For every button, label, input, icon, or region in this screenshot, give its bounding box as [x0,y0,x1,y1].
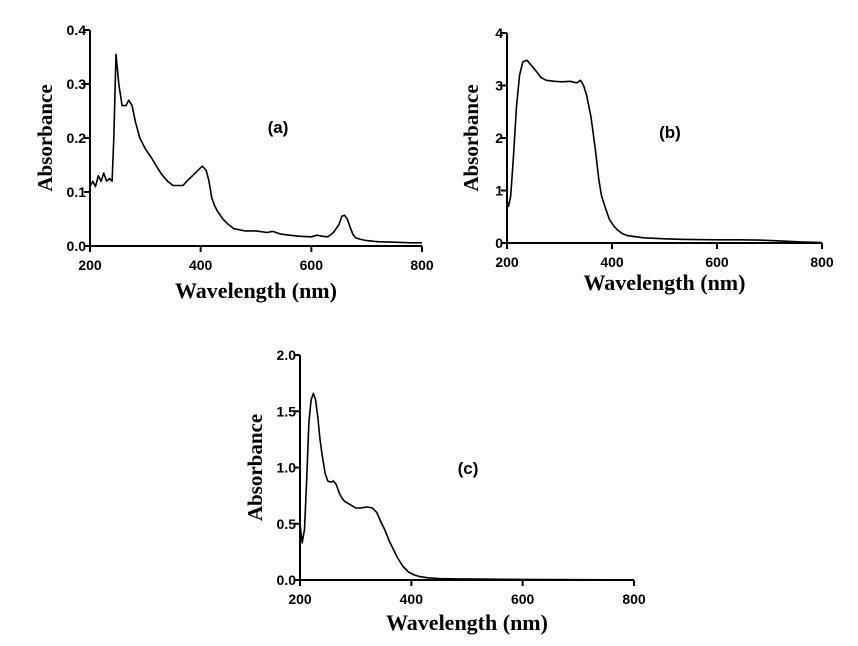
x-tick-label: 200 [288,591,312,607]
y-tick-label: 0.0 [67,238,87,254]
y-tick-label: 4 [495,25,503,41]
absorbance-spectrum-line [89,53,422,244]
x-axis-title: Wavelength (nm) [175,278,337,303]
y-axis-title: Absorbance [33,84,57,191]
y-tick-label: 1 [495,183,503,199]
x-tick-label: 600 [300,257,324,273]
x-tick-label: 400 [400,591,424,607]
absorbance-spectrum-line [299,392,634,581]
panel-b: 200 400 600 800 0 1 2 3 4 Wavelength (nm) Absorban… [459,25,834,295]
y-tick-label: 3 [495,78,503,94]
y-tick-label: 0.0 [277,572,297,588]
panel-label: (b) [659,123,681,142]
y-tick-label: 1.5 [277,403,297,419]
x-tick-label: 200 [495,254,519,270]
y-tick-label: 0.1 [67,184,87,200]
x-tick-label: 800 [410,257,434,273]
panel-c: 200 400 600 800 0.0 0.5 1.0 1.5 2.0 Wavelength (n… [243,347,646,635]
y-tick-label: 1.0 [277,460,297,476]
x-tick-label: 400 [600,254,624,270]
x-tick-label: 200 [78,257,102,273]
panel-label: (a) [268,118,289,137]
y-tick-label: 2 [495,130,503,146]
x-tick-label: 600 [511,591,535,607]
y-tick-label: 0.4 [67,22,87,38]
panel-a: 200 400 600 800 0.0 0.1 0.2 0.3 0.4 Wavelength (n… [33,22,434,303]
y-tick-label: 2.0 [277,347,297,363]
y-tick-label: 0.3 [67,76,87,92]
x-axis-title: Wavelength (nm) [386,610,548,635]
y-tick-label: 0.5 [277,516,297,532]
y-tick-label: 0.2 [67,130,87,146]
x-tick-label: 600 [705,254,729,270]
x-tick-label: 400 [189,257,213,273]
absorbance-spectrum-line [506,59,823,244]
x-tick-label: 800 [622,591,646,607]
y-tick-label: 0 [495,235,503,251]
panel-label: (c) [458,459,479,478]
y-axis-title: Absorbance [459,84,483,191]
x-axis-title: Wavelength (nm) [584,270,746,295]
x-tick-label: 800 [810,254,834,270]
y-axis-title: Absorbance [243,414,267,521]
